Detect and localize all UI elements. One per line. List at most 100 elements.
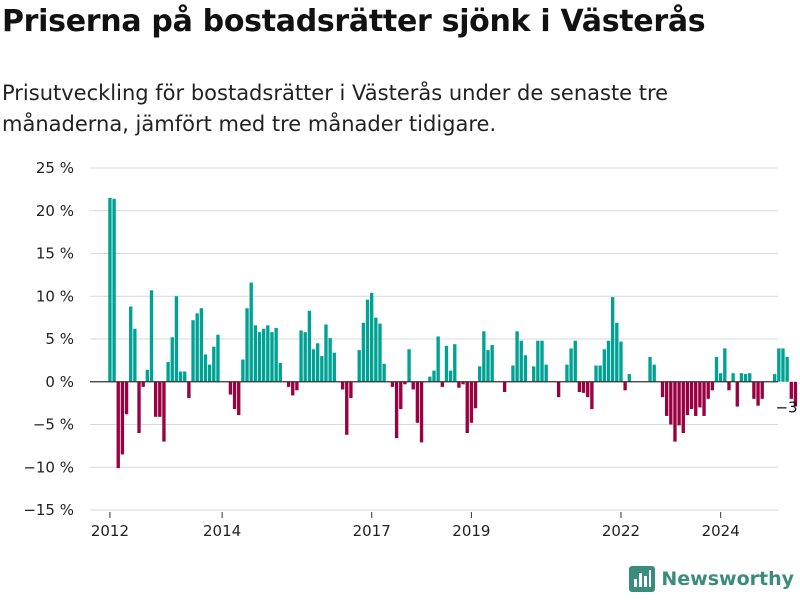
- bar: [515, 331, 519, 382]
- bar: [569, 348, 573, 382]
- bar: [365, 299, 370, 382]
- bar: [382, 363, 386, 382]
- bar: [473, 381, 478, 409]
- bar: [735, 381, 739, 407]
- bar: [781, 348, 785, 382]
- bar: [739, 373, 744, 382]
- y-tick-label: 20 %: [36, 202, 74, 220]
- bar: [120, 381, 125, 455]
- bar: [627, 374, 631, 382]
- bar: [706, 381, 710, 399]
- bar: [664, 381, 669, 416]
- bar: [374, 317, 378, 382]
- bar: [274, 327, 278, 382]
- bar: [419, 381, 424, 443]
- bar: [270, 332, 274, 382]
- bar: [357, 350, 361, 382]
- brand-logo: Newsworthy: [629, 564, 794, 594]
- bar: [324, 324, 328, 382]
- bar: [748, 373, 752, 382]
- bar: [195, 313, 199, 382]
- y-tick-label: 25 %: [36, 159, 74, 177]
- y-tick-label: 0 %: [45, 373, 74, 391]
- bar: [619, 341, 623, 382]
- bar: [760, 381, 764, 399]
- brand-name: Newsworthy: [661, 568, 794, 590]
- y-tick-label: −5 %: [33, 416, 74, 434]
- bar: [199, 308, 204, 382]
- bar: [278, 362, 282, 382]
- x-tick-label: 2022: [602, 522, 640, 540]
- bar: [444, 345, 449, 382]
- bar: [203, 354, 208, 382]
- bar: [660, 381, 665, 398]
- bar: [112, 198, 116, 382]
- bar: [457, 381, 461, 388]
- bar: [586, 381, 590, 398]
- bar: [777, 348, 781, 382]
- bar: [153, 381, 158, 417]
- bar-chart-logo-icon: [629, 566, 656, 592]
- bar: [752, 381, 756, 399]
- bar: [249, 282, 253, 382]
- bar: [133, 328, 137, 382]
- bar: [345, 381, 349, 435]
- y-tick-label: −15 %: [23, 501, 74, 519]
- bar: [702, 381, 706, 416]
- bar: [565, 364, 569, 382]
- bar: [137, 381, 141, 434]
- bar: [378, 323, 382, 382]
- bar: [311, 349, 316, 382]
- bar: [532, 366, 536, 382]
- bar: [486, 350, 490, 382]
- x-tick-label: 2012: [91, 522, 129, 540]
- bar: [370, 292, 374, 382]
- page-subtitle: Prisutveckling för bostadsrätter i Väste…: [2, 81, 669, 136]
- bar: [315, 343, 320, 382]
- bar: [212, 346, 216, 382]
- bar: [598, 365, 602, 382]
- last-value-label: −3 %: [775, 399, 800, 417]
- bar: [428, 376, 432, 382]
- bar: [245, 308, 249, 382]
- bar: [710, 381, 715, 391]
- bar: [232, 381, 237, 410]
- bar: [349, 381, 353, 398]
- bar: [295, 381, 299, 391]
- bar: [286, 381, 291, 387]
- bar: [124, 381, 129, 415]
- bar: [785, 356, 789, 382]
- bar: [523, 355, 528, 382]
- bar: [718, 373, 723, 382]
- bar: [361, 322, 366, 382]
- bar: [689, 381, 694, 410]
- bar: [237, 381, 241, 416]
- bar: [511, 365, 515, 382]
- y-tick-label: 10 %: [36, 287, 74, 305]
- bar: [436, 336, 440, 382]
- bar: [502, 381, 507, 393]
- bar: [253, 325, 258, 382]
- bar: [490, 344, 494, 382]
- bar: [623, 381, 627, 391]
- bar: [536, 340, 540, 382]
- bar: [448, 370, 453, 382]
- bar: [789, 381, 793, 399]
- bar: [610, 297, 615, 382]
- bar: [694, 381, 698, 416]
- bar: [183, 371, 187, 382]
- bar: [556, 381, 561, 398]
- bar: [652, 364, 656, 382]
- bar: [257, 332, 262, 382]
- x-tick-label: 2024: [702, 522, 740, 540]
- bar: [261, 328, 266, 382]
- bar: [299, 330, 303, 382]
- bar: [108, 197, 112, 382]
- bar: [482, 331, 486, 382]
- bar: [698, 381, 702, 408]
- bar: [145, 369, 150, 382]
- bar: [793, 381, 798, 407]
- bar: [673, 381, 677, 442]
- bar: [685, 381, 690, 416]
- bar: [399, 381, 403, 410]
